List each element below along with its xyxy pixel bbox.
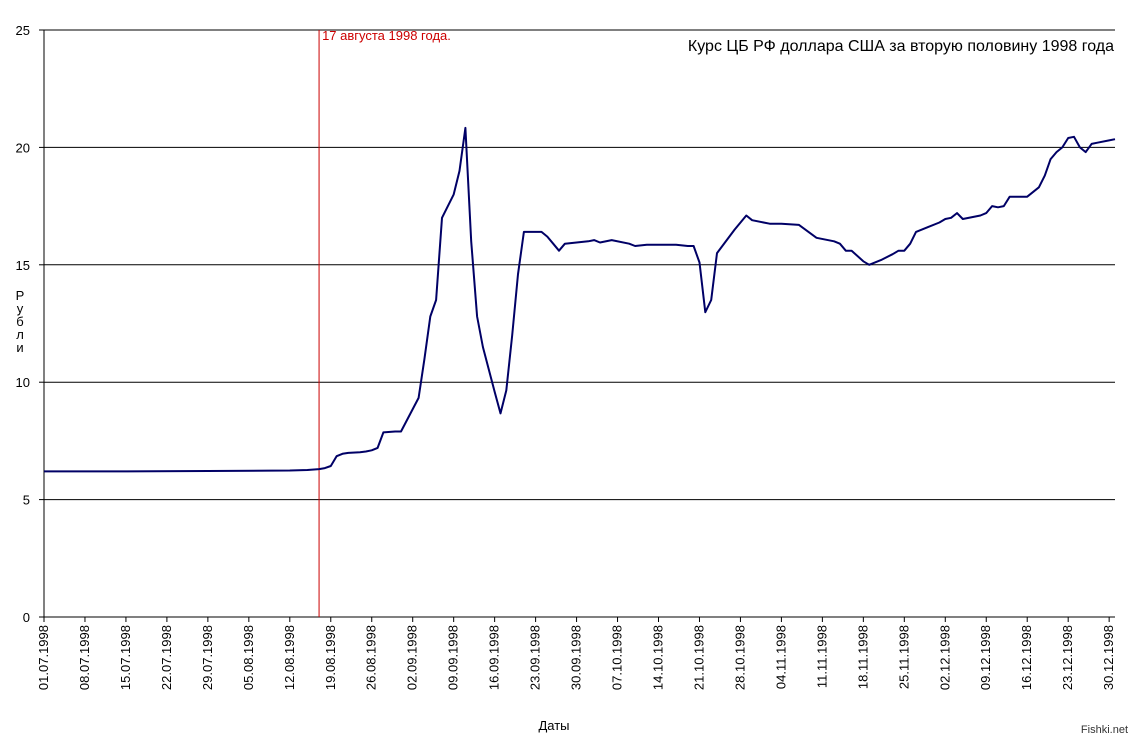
x-tick-label: 23.09.1998 xyxy=(528,625,543,690)
x-tick-label: 18.11.1998 xyxy=(855,625,870,689)
series-line xyxy=(44,126,1116,473)
x-tick-label: 25.11.1998 xyxy=(896,625,911,689)
x-tick-label: 08.07.1998 xyxy=(77,625,92,690)
chart-title: Курс ЦБ РФ доллара США за вторую половин… xyxy=(688,38,1114,55)
x-tick-label: 11.11.1998 xyxy=(814,625,829,688)
y-tick-labels: 0 5 10 15 20 25 xyxy=(16,23,30,625)
x-tick-label: 02.09.1998 xyxy=(405,625,420,690)
x-tick-label: 09.12.1998 xyxy=(978,625,993,690)
series-lines xyxy=(44,126,1116,473)
x-tick-label: 12.08.1998 xyxy=(282,625,297,690)
y-tick-label: 20 xyxy=(16,140,30,155)
event-marker: 17 августа 1998 года. xyxy=(318,28,451,617)
x-tick-label: 30.12.1998 xyxy=(1101,625,1116,690)
x-tick-label: 05.08.1998 xyxy=(241,625,256,690)
x-tick-label: 16.12.1998 xyxy=(1019,625,1034,690)
y-axis-label-letter: и xyxy=(16,340,23,355)
y-axis-label-letter: Р xyxy=(16,288,25,303)
x-tick-label: 02.12.1998 xyxy=(937,625,952,690)
x-tick-label: 15.07.1998 xyxy=(118,625,133,690)
x-tick-label: 29.07.1998 xyxy=(200,625,215,690)
y-tick-label: 0 xyxy=(23,610,30,625)
x-tick-label: 23.12.1998 xyxy=(1060,625,1075,690)
y-axis-label-letter: л xyxy=(16,327,24,342)
x-tick-label: 14.10.1998 xyxy=(651,625,666,690)
event-marker-label: 17 августа 1998 года. xyxy=(322,28,451,43)
y-tick-label: 25 xyxy=(16,23,30,38)
y-tick-label: 10 xyxy=(16,375,30,390)
x-tick-label: 28.10.1998 xyxy=(732,625,747,690)
x-tick-label: 16.09.1998 xyxy=(487,625,502,690)
x-axis-label: Даты xyxy=(538,718,569,733)
watermark: Fishki.net xyxy=(1080,724,1128,736)
y-axis-label-letter: б xyxy=(16,314,23,329)
y-axis-label-letter: у xyxy=(17,301,24,316)
x-tick-label: 07.10.1998 xyxy=(610,625,625,690)
axes xyxy=(39,29,1115,622)
x-tick-label: 26.08.1998 xyxy=(364,625,379,690)
y-tick-label: 15 xyxy=(16,258,30,273)
x-tick-label: 09.09.1998 xyxy=(446,625,461,690)
x-tick-label: 04.11.1998 xyxy=(773,625,788,689)
x-tick-labels: 01.07.1998 08.07.1998 15.07.1998 22.07.1998… xyxy=(36,625,1116,690)
x-tick-label: 21.10.1998 xyxy=(691,625,706,690)
y-tick-label: 5 xyxy=(23,493,30,508)
gridlines xyxy=(44,29,1115,501)
x-tick-label: 19.08.1998 xyxy=(323,625,338,690)
x-tick-label: 30.09.1998 xyxy=(569,625,584,690)
x-tick-label: 01.07.1998 xyxy=(36,625,51,690)
x-tick-label: 22.07.1998 xyxy=(159,625,174,690)
